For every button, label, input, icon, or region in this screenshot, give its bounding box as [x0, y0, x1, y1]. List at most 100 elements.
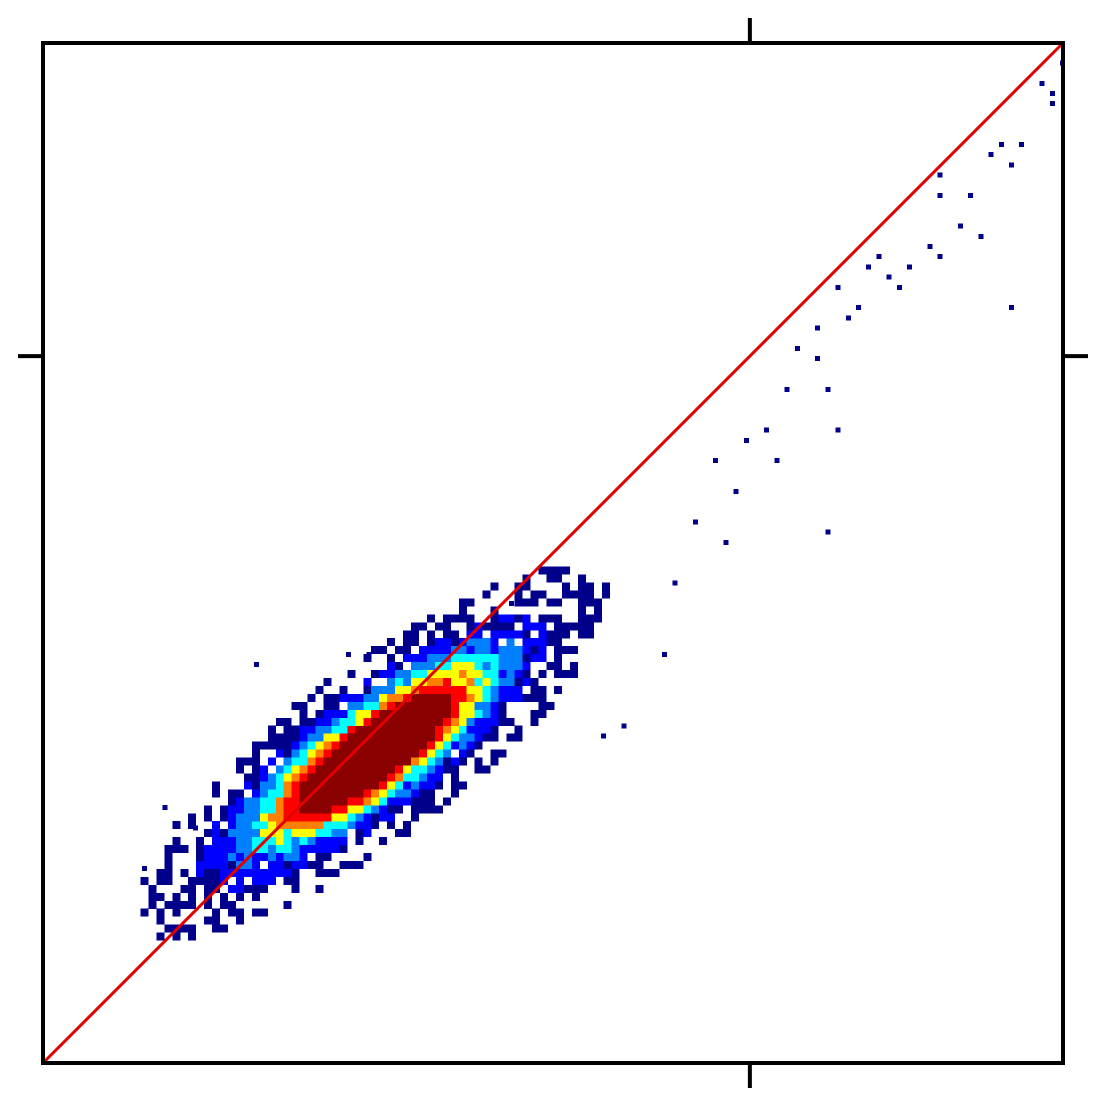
density-bin [363, 701, 372, 710]
density-bin [275, 733, 284, 742]
density-bin [172, 821, 181, 830]
density-bin [434, 741, 443, 750]
density-bin [299, 805, 308, 814]
density-bin [307, 781, 316, 790]
density-bin [426, 741, 435, 750]
density-bin [554, 598, 563, 607]
density-bin [355, 789, 364, 798]
density-bin [570, 646, 579, 655]
density-bin [458, 646, 467, 655]
density-bin [546, 662, 555, 671]
density-bin [299, 717, 308, 726]
density-bin [411, 789, 419, 798]
density-bin [331, 789, 340, 798]
density-bin [251, 821, 260, 830]
density-bin [291, 725, 300, 734]
density-bin [212, 829, 221, 838]
density-bin [275, 837, 284, 846]
density-bin [522, 622, 531, 631]
density-bin [212, 924, 221, 933]
density-bin [586, 630, 594, 639]
density-bin [498, 701, 507, 710]
density-bin [514, 646, 523, 655]
density-bin [434, 693, 443, 702]
density-bin [411, 733, 419, 742]
density-bin [299, 813, 308, 822]
density-bin [363, 805, 372, 814]
density-bin [212, 853, 221, 861]
density-bin [379, 773, 388, 782]
density-bin [411, 757, 419, 766]
density-bin [450, 614, 459, 623]
density-bin [379, 709, 388, 718]
density-bin [283, 733, 292, 742]
density-bin [562, 646, 571, 655]
density-bin [283, 725, 292, 734]
density-bin [458, 733, 467, 742]
density-bin [442, 709, 451, 718]
data-point [621, 723, 627, 729]
density-bin [275, 805, 284, 814]
density-bin [442, 630, 451, 639]
density-bin [530, 686, 539, 694]
density-bin [283, 853, 292, 861]
density-bin [156, 916, 165, 925]
density-bin [442, 662, 451, 671]
density-bin [228, 853, 236, 861]
density-bin [403, 701, 412, 710]
density-bin [458, 614, 467, 623]
density-bin [323, 701, 332, 710]
density-bin [490, 717, 499, 726]
density-bin [538, 670, 547, 679]
density-bin [442, 693, 451, 702]
density-bin [586, 582, 594, 591]
density-bin [379, 749, 388, 758]
density-bin [482, 678, 491, 686]
density-bin [220, 837, 229, 846]
density-bin [347, 821, 356, 830]
density-bin [403, 749, 412, 758]
density-bin [331, 813, 340, 822]
density-bin [522, 582, 531, 591]
density-bin [323, 725, 332, 734]
density-bin [236, 908, 244, 917]
density-bin [554, 638, 563, 647]
density-bin [578, 606, 587, 615]
density-bin [458, 757, 467, 766]
density-bin [411, 701, 419, 710]
density-bin [466, 678, 475, 686]
density-bin [164, 924, 173, 933]
density-bin [220, 805, 229, 814]
data-point [978, 233, 984, 239]
density-bin [355, 773, 364, 782]
density-bin [434, 709, 443, 718]
density-bin [554, 630, 563, 639]
density-bin [291, 869, 300, 877]
density-bin [236, 869, 244, 877]
density-bin [403, 829, 412, 838]
density-bin [315, 821, 324, 830]
data-point [937, 254, 943, 260]
density-bin [442, 686, 451, 694]
density-bin [482, 590, 491, 599]
density-bin [506, 654, 515, 663]
density-bin [506, 686, 515, 694]
density-bin [466, 638, 475, 647]
density-bin [204, 876, 213, 885]
density-bin [196, 845, 205, 854]
density-bin [291, 876, 300, 885]
density-bin [434, 622, 443, 631]
density-bin [355, 701, 364, 710]
density-bin [299, 861, 308, 869]
density-bin [243, 837, 252, 846]
density-bin [188, 876, 197, 885]
density-bin [466, 693, 475, 702]
density-bin [395, 789, 404, 798]
density-bin [371, 741, 380, 750]
density-bin [188, 932, 197, 941]
density-bin [299, 765, 308, 774]
density-bin [307, 805, 316, 814]
data-point [713, 458, 719, 464]
density-bin [546, 630, 555, 639]
density-bin [323, 829, 332, 838]
